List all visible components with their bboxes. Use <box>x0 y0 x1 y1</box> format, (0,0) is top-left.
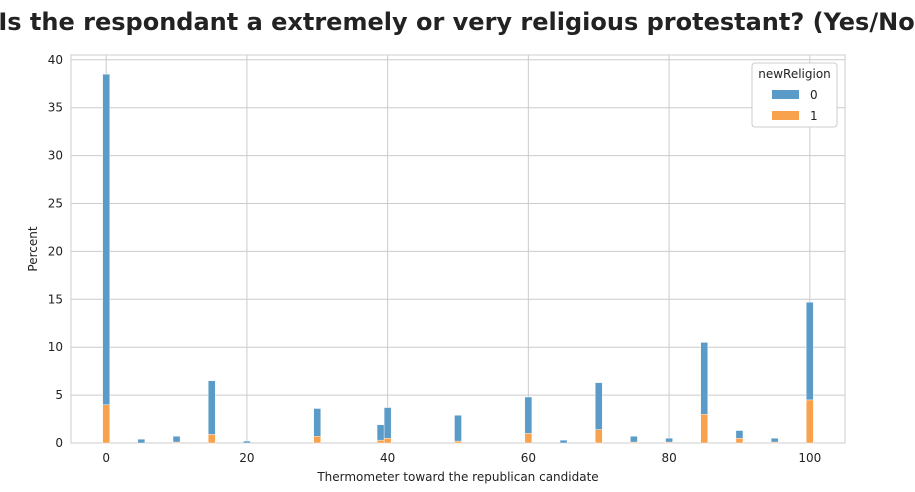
bar-series-0 <box>630 436 638 443</box>
y-axis: 0 5 10 15 20 25 30 35 40 <box>48 53 63 450</box>
bar-series-1 <box>735 438 744 444</box>
bar-series-1 <box>524 433 533 444</box>
bar-series-0 <box>454 415 462 442</box>
bar-series-0 <box>735 430 744 439</box>
bar-series-1 <box>700 414 708 444</box>
bar-series-1 <box>102 404 110 444</box>
y-tick-label: 5 <box>55 388 63 402</box>
bar-series-0 <box>376 424 385 441</box>
x-tick-label: 80 <box>661 451 676 465</box>
bar-series-0 <box>243 440 251 444</box>
x-tick-label: 20 <box>239 451 254 465</box>
bar-series-0 <box>665 438 673 443</box>
bar-series-1 <box>454 440 462 444</box>
x-axis-label: Thermometer toward the republican candid… <box>316 470 598 484</box>
y-tick-label: 25 <box>48 196 63 210</box>
plot-area <box>70 54 846 444</box>
legend-label-0: 0 <box>810 88 818 102</box>
y-tick-label: 35 <box>48 101 63 115</box>
bar-series-1 <box>313 436 321 444</box>
bar-series-1 <box>208 434 216 444</box>
bar-series-0 <box>137 438 146 444</box>
bar-series-0 <box>559 439 568 444</box>
y-tick-label: 40 <box>48 53 63 67</box>
bar-series-0 <box>172 436 181 443</box>
chart-title: Is the respondant a extremely or very re… <box>0 8 915 36</box>
bar-series-0 <box>595 382 603 430</box>
legend: newReligion 0 1 <box>751 62 838 128</box>
bar-series-1 <box>595 429 603 444</box>
bar-series-0 <box>806 301 814 401</box>
legend-label-1: 1 <box>810 109 818 123</box>
legend-swatch-0 <box>772 90 799 99</box>
bar-series-1 <box>383 438 392 444</box>
x-tick-label: 0 <box>102 451 110 465</box>
y-tick-label: 20 <box>48 244 63 258</box>
bar-series-0 <box>700 342 708 415</box>
bar-series-0 <box>313 408 321 437</box>
x-tick-label: 100 <box>798 451 821 465</box>
y-tick-label: 10 <box>48 340 63 354</box>
x-tick-label: 40 <box>380 451 395 465</box>
y-tick-label: 30 <box>48 149 63 163</box>
x-tick-label: 60 <box>521 451 536 465</box>
bars <box>102 73 814 444</box>
bar-series-0 <box>208 380 216 435</box>
bar-series-0 <box>524 396 533 434</box>
legend-swatch-1 <box>772 111 799 120</box>
y-tick-label: 15 <box>48 292 63 306</box>
bar-series-0 <box>102 73 110 405</box>
legend-title: newReligion <box>758 67 831 81</box>
bar-series-0 <box>770 438 779 443</box>
bar-series-1 <box>376 439 385 444</box>
x-axis: 0 20 40 60 80 100 <box>102 451 821 465</box>
y-tick-label: 0 <box>55 436 63 450</box>
bar-series-1 <box>806 399 814 444</box>
y-axis-label: Percent <box>26 226 40 271</box>
bar-series-0 <box>383 407 392 439</box>
